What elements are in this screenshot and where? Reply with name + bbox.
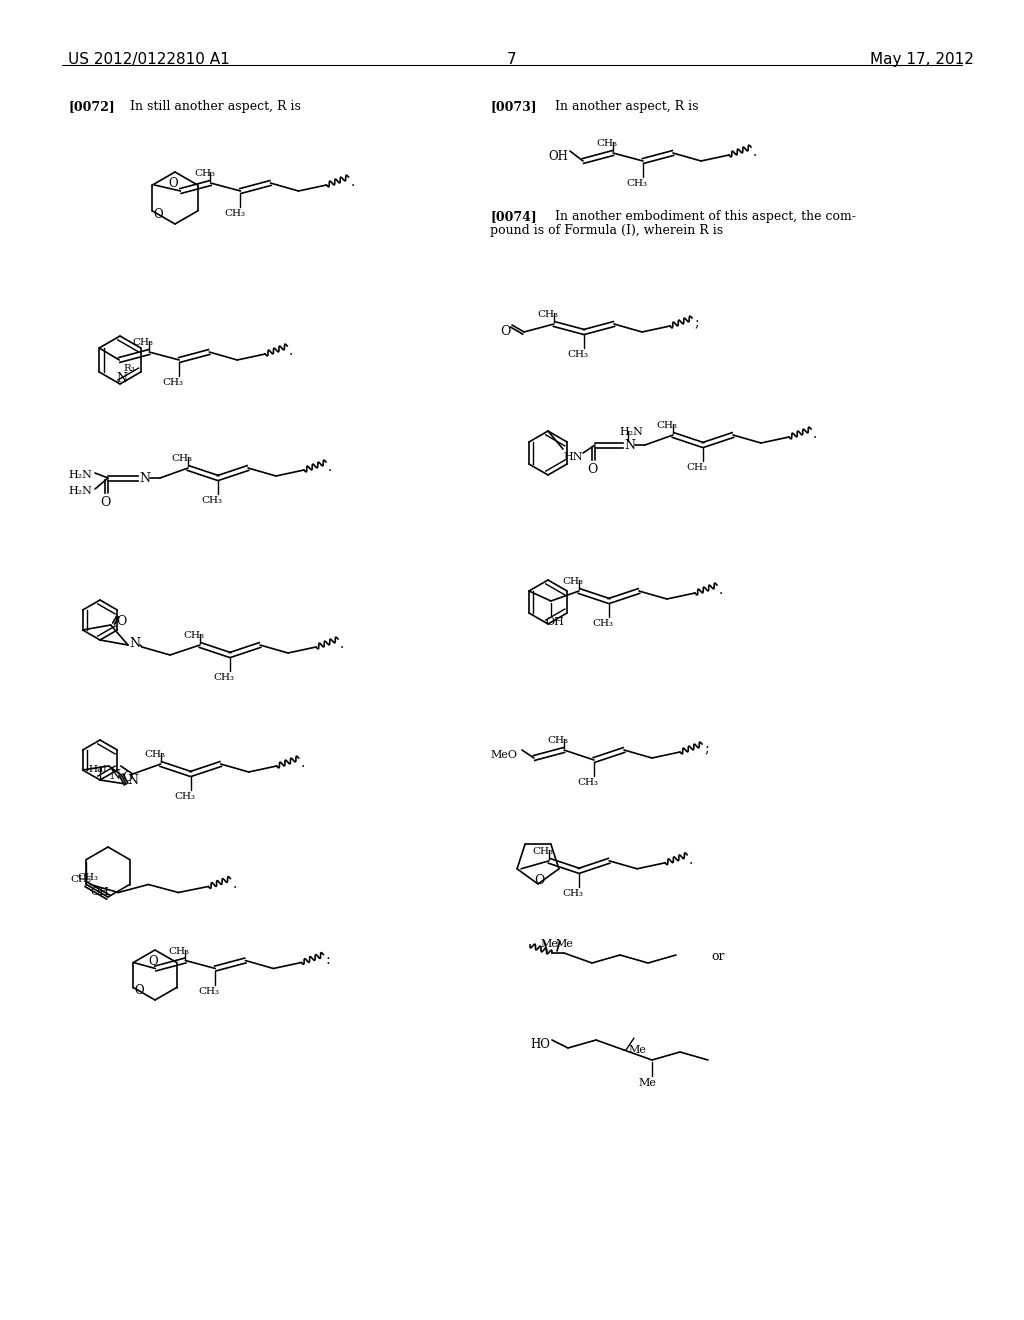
Text: .: . [813, 426, 817, 441]
Text: CH₃: CH₃ [656, 421, 678, 430]
Text: O: O [534, 874, 545, 887]
Text: .: . [289, 345, 294, 358]
Text: CH₃: CH₃ [171, 454, 193, 463]
Text: CH₃: CH₃ [163, 378, 183, 387]
Text: OH: OH [545, 616, 564, 627]
Text: N: N [110, 770, 121, 781]
Text: CH₃: CH₃ [71, 874, 92, 883]
Text: .: . [719, 583, 723, 597]
Text: or: or [711, 950, 725, 964]
Text: H₂N: H₂N [618, 426, 643, 437]
Text: Me: Me [628, 1045, 646, 1055]
Text: CH₃: CH₃ [627, 180, 647, 187]
Text: ;: ; [694, 315, 698, 330]
Text: 7: 7 [507, 51, 517, 67]
Text: .: . [753, 145, 758, 158]
Text: CH₃: CH₃ [593, 619, 613, 628]
Text: CH₃: CH₃ [213, 673, 234, 682]
Text: N: N [116, 372, 127, 385]
Text: H₂N: H₂N [68, 470, 92, 480]
Text: .: . [350, 176, 354, 189]
Text: [0072]: [0072] [68, 100, 115, 114]
Text: O: O [100, 496, 111, 510]
Text: N: N [127, 774, 138, 787]
Text: US 2012/0122810 A1: US 2012/0122810 A1 [68, 51, 229, 67]
Text: CH₃: CH₃ [183, 631, 205, 640]
Text: OH: OH [548, 150, 568, 162]
Text: CH₃: CH₃ [169, 946, 189, 956]
Text: O: O [134, 985, 144, 998]
Text: .: . [232, 876, 237, 891]
Text: CH₃: CH₃ [174, 792, 196, 801]
Text: N: N [139, 473, 150, 484]
Text: MeO: MeO [490, 750, 517, 760]
Text: CH₃: CH₃ [532, 847, 554, 855]
Text: O: O [117, 615, 127, 628]
Text: ;: ; [705, 742, 709, 756]
Text: R₃: R₃ [123, 364, 135, 374]
Text: CH₃: CH₃ [144, 750, 165, 759]
Text: HN: HN [563, 451, 583, 462]
Text: CH₃: CH₃ [194, 169, 215, 178]
Text: Me: Me [638, 1078, 656, 1088]
Text: Me: Me [540, 939, 558, 949]
Text: May 17, 2012: May 17, 2012 [870, 51, 974, 67]
Text: CH₃: CH₃ [133, 338, 154, 347]
Text: Me: Me [555, 939, 572, 949]
Text: CH₃: CH₃ [686, 463, 708, 473]
Text: :: : [326, 953, 330, 966]
Text: Hal: Hal [88, 766, 106, 774]
Text: In another aspect, R is: In another aspect, R is [555, 100, 698, 114]
Text: .: . [689, 853, 693, 867]
Text: In another embodiment of this aspect, the com-: In another embodiment of this aspect, th… [555, 210, 856, 223]
Text: pound is of Formula (I), wherein R is: pound is of Formula (I), wherein R is [490, 224, 723, 238]
Text: N: N [624, 440, 635, 451]
Text: CH₃: CH₃ [224, 209, 245, 218]
Text: CH₃: CH₃ [199, 986, 220, 995]
Text: In still another aspect, R is: In still another aspect, R is [130, 100, 301, 114]
Text: O: O [500, 325, 510, 338]
Text: H₂N: H₂N [68, 486, 92, 496]
Text: O: O [123, 771, 133, 784]
Text: CH₃: CH₃ [578, 777, 598, 787]
Text: CH₃: CH₃ [538, 310, 558, 319]
Text: CH₃: CH₃ [562, 577, 584, 586]
Text: HO: HO [530, 1038, 550, 1051]
Text: OH: OH [90, 887, 109, 898]
Text: CH₃: CH₃ [597, 139, 617, 148]
Text: .: . [340, 638, 344, 651]
Text: O: O [168, 177, 178, 190]
Text: .: . [301, 756, 305, 770]
Text: CH₃: CH₃ [78, 873, 99, 882]
Text: O: O [154, 209, 163, 220]
Text: O: O [587, 463, 597, 477]
Text: .: . [328, 459, 332, 474]
Text: [0074]: [0074] [490, 210, 537, 223]
Text: CH₃: CH₃ [562, 888, 584, 898]
Text: CH₃: CH₃ [567, 350, 589, 359]
Text: O: O [148, 954, 158, 968]
Text: CH₃: CH₃ [548, 737, 568, 744]
Text: CH₃: CH₃ [202, 496, 222, 506]
Text: [0073]: [0073] [490, 100, 537, 114]
Text: N: N [129, 638, 140, 649]
